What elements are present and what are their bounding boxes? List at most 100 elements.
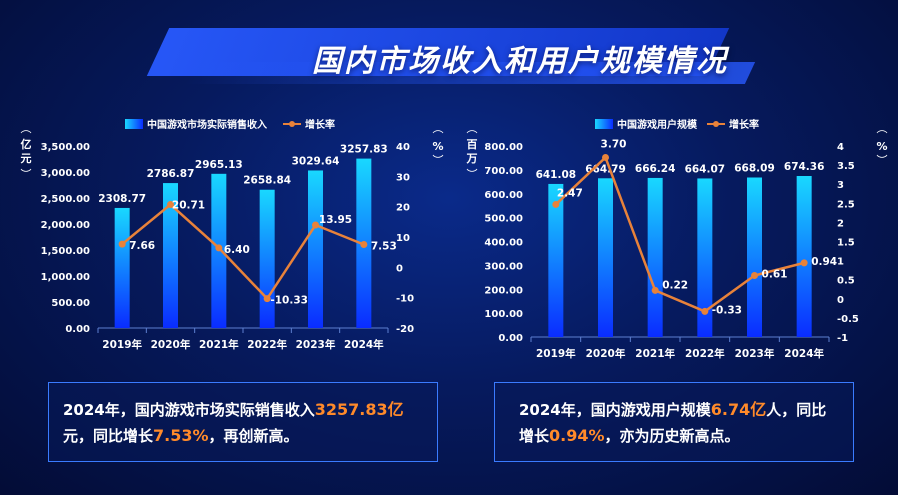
x-tick-label: 2023年	[735, 347, 775, 360]
bar	[647, 177, 663, 337]
y2-tick-label: 0	[837, 295, 844, 306]
y2-tick-label: 2.5	[837, 199, 855, 210]
y2-tick-label: -1	[837, 333, 848, 344]
title-banner: 国内市场收入和用户规模情况	[146, 28, 756, 86]
bar	[747, 177, 762, 337]
bar	[114, 207, 130, 328]
y-axis-unit-paren: ︶	[21, 168, 32, 181]
bar	[548, 183, 564, 337]
y2-tick-label: 40	[396, 142, 410, 153]
growth-point	[215, 244, 223, 252]
growth-value-label: 0.61	[762, 268, 788, 280]
growth-value-label: 7.53	[371, 240, 397, 252]
growth-value-label: 6.40	[224, 244, 250, 256]
bar	[796, 175, 812, 337]
growth-point	[800, 259, 808, 267]
x-tick-label: 2024年	[784, 347, 824, 360]
revenue-highlight-growth: 7.53%	[153, 426, 209, 445]
y-tick-label: 3,000.00	[41, 168, 90, 179]
bar-value-label: 666.24	[635, 163, 676, 175]
y2-axis-unit-paren: ︶	[433, 154, 444, 167]
growth-point	[360, 240, 368, 248]
growth-value-label: 20.71	[172, 200, 205, 212]
x-tick-label: 2019年	[102, 338, 142, 351]
y-axis-unit-char: 亿	[21, 137, 32, 151]
bar	[259, 189, 275, 328]
revenue-summary-text-2: 元，同比增长	[63, 427, 154, 445]
bar	[697, 178, 713, 337]
y2-tick-label: 4	[837, 142, 844, 153]
bar-value-label: 2965.13	[195, 159, 243, 171]
y2-axis-unit-paren: ︵	[877, 122, 888, 135]
revenue-highlight-value: 3257.83亿	[314, 400, 404, 419]
y2-axis-unit: %	[432, 140, 443, 153]
users-chart: 中国游戏用户规模 增长率︵百万︶︵%︶0.00100.00200.00300.00…	[466, 118, 888, 360]
y-axis-unit-char: 元	[21, 152, 32, 165]
y2-tick-label: 0	[396, 263, 403, 274]
bar-value-label: 2658.84	[243, 175, 291, 187]
bar	[598, 178, 613, 337]
legend-bar-label: 中国游戏用户规模	[617, 118, 698, 131]
x-tick-label: 2021年	[635, 347, 675, 360]
x-tick-label: 2021年	[199, 338, 239, 351]
y-tick-label: 300.00	[484, 261, 523, 272]
growth-value-label: 3.70	[601, 138, 627, 150]
users-summary-text-3: ，亦为历史新高点。	[604, 427, 740, 445]
growth-point	[552, 200, 560, 208]
bar-value-label: 664.07	[685, 163, 726, 175]
x-tick-label: 2020年	[151, 338, 191, 351]
x-tick-label: 2023年	[296, 338, 336, 351]
y-tick-label: 400.00	[484, 238, 523, 249]
bar-value-label: 3257.83	[340, 144, 388, 156]
growth-point	[263, 295, 271, 303]
y-axis-unit-paren: ︶	[467, 168, 478, 181]
revenue-chart: 中国游戏市场实际销售收入 增长率︵亿元︶︵%︶0.00500.001,000.00…	[21, 118, 444, 351]
legend-bar-swatch	[595, 119, 613, 129]
legend-line-label: 增长率	[729, 118, 759, 131]
y2-tick-label: 3.5	[837, 161, 855, 172]
growth-value-label: 2.47	[557, 187, 583, 199]
y2-tick-label: 0.5	[837, 276, 855, 287]
y2-tick-label: 10	[396, 233, 410, 244]
y-tick-label: 100.00	[484, 309, 523, 320]
revenue-summary-text: 2024年，国内游戏市场实际销售收入	[63, 401, 315, 419]
y-tick-label: 2,000.00	[41, 220, 90, 231]
y2-tick-label: 20	[396, 203, 410, 214]
revenue-summary-text-3: ，再创新高。	[208, 427, 299, 445]
legend-bar-label: 中国游戏市场实际销售收入	[147, 118, 267, 131]
y-tick-label: 0.00	[65, 324, 90, 335]
legend-line-marker	[713, 121, 719, 127]
y-tick-label: 1,500.00	[41, 246, 90, 257]
x-tick-label: 2024年	[344, 338, 384, 351]
growth-line	[121, 202, 365, 301]
bar-value-label: 674.36	[784, 161, 825, 173]
y-tick-label: 700.00	[484, 166, 523, 177]
x-tick-label: 2022年	[685, 347, 725, 360]
growth-point	[167, 201, 174, 209]
y-axis-unit-paren: ︵	[467, 122, 478, 135]
growth-value-label: 13.95	[319, 214, 352, 226]
y-tick-label: 500.00	[484, 214, 523, 225]
growth-value-label: 0.22	[662, 279, 688, 291]
y-tick-label: 800.00	[484, 142, 523, 153]
growth-value-label: 0.94	[811, 256, 837, 268]
users-highlight-growth: 0.94%	[549, 426, 605, 445]
growth-point	[312, 221, 319, 229]
y2-tick-label: -20	[396, 324, 414, 335]
bar-value-label: 3029.64	[292, 155, 340, 167]
y-tick-label: 0.00	[498, 333, 523, 344]
page-title: 国内市场收入和用户规模情况	[312, 44, 728, 79]
y-tick-label: 200.00	[484, 285, 523, 296]
y2-axis-unit-paren: ︵	[433, 122, 444, 135]
bar-value-label: 668.09	[734, 162, 775, 174]
bar	[163, 183, 178, 328]
y2-tick-label: 1	[837, 257, 844, 268]
y-tick-label: 2,500.00	[41, 194, 90, 205]
growth-point	[751, 271, 758, 279]
growth-point	[651, 286, 659, 294]
growth-value-label: 7.66	[129, 240, 155, 252]
growth-point	[118, 240, 126, 248]
y-axis-unit-char: 万	[466, 152, 478, 165]
growth-line	[554, 155, 805, 313]
y-tick-label: 600.00	[484, 190, 523, 201]
